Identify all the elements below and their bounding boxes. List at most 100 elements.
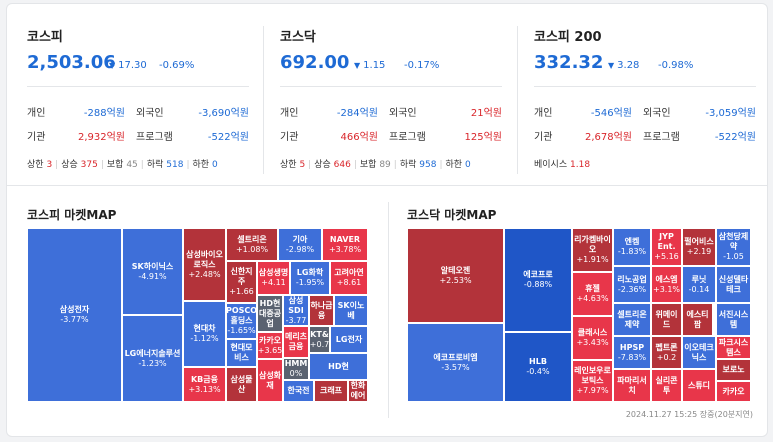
stock-name: NAVER (329, 234, 361, 244)
treemap-cell[interactable]: KT& +0.7 (309, 326, 330, 353)
treemap-cell[interactable]: 현대모비스 (226, 339, 257, 367)
market-breadth: 베이시스 1.18 (534, 157, 590, 170)
triangle-down-icon: ▼ (109, 61, 116, 70)
investor-label: 개인 (280, 108, 299, 119)
treemap-cell[interactable]: 에코프로비엠 -3.57% (407, 323, 504, 402)
treemap-cell[interactable]: 삼성물산 (226, 367, 257, 402)
treemap-cell[interactable]: 크래프 (314, 380, 348, 402)
treemap-cell[interactable]: 현대차 -1.12% (183, 301, 226, 367)
stock-change: -1.95% (295, 278, 325, 287)
kosdaq-panel[interactable]: 코스닥 692.00 ▼ 1.15 -0.17% 개인 -284억원 외국인 21억원 … (280, 8, 504, 184)
treemap-cell[interactable]: SK하이닉스 -4.91% (122, 228, 183, 315)
treemap-cell[interactable]: 서진시스템 (716, 303, 751, 336)
stock-change: +2.19 (686, 247, 712, 256)
change-amount: 1.15 (363, 60, 386, 71)
stock-name: 셀트리온 (237, 234, 267, 244)
stock-name: HPSP (619, 342, 645, 352)
investor-label: 외국인 (136, 108, 164, 119)
treemap-cell[interactable]: 메리츠금융 (283, 326, 309, 358)
treemap-cell[interactable]: 삼성전자 -3.77% (27, 228, 122, 402)
treemap-cell[interactable]: 셀트리온 +1.08% (226, 228, 278, 261)
treemap-cell[interactable]: 삼성생명 +4.11 (257, 261, 290, 295)
stock-name: 크래프 (319, 386, 343, 395)
breadth-value: 5 (299, 160, 306, 170)
stock-name: 현대차 (193, 324, 216, 333)
investor-label: 기관 (280, 132, 299, 143)
treemap-cell[interactable]: POSCO홀딩스 -1.65% (226, 303, 257, 339)
investor-label: 기관 (27, 132, 46, 143)
stock-change: -0.88% (523, 280, 553, 289)
stock-name: 리노공업 (617, 274, 647, 284)
treemap-cell[interactable]: 알테오젠 +2.53% (407, 228, 504, 323)
treemap-cell[interactable]: LG화학 -1.95% (290, 261, 330, 295)
stock-name: 카카오 (258, 335, 282, 345)
stock-name: 루닛 (691, 274, 707, 284)
treemap-cell[interactable]: 한국전 (283, 380, 314, 402)
breadth-label: 베이시스 (534, 160, 568, 170)
breadth-label: 하한 (192, 160, 210, 170)
treemap-cell[interactable]: 휴젤 +4.63% (572, 272, 613, 316)
treemap-cell[interactable]: 에스엠 +3.1% (651, 266, 682, 303)
treemap-cell[interactable]: 삼성SDI -3.77 (283, 295, 309, 326)
treemap-cell[interactable]: JYP Ent. +5.16 (651, 228, 682, 266)
treemap-cell[interactable]: 실리콘투 (651, 369, 682, 402)
treemap-cell[interactable]: 파마리서치 (613, 369, 651, 402)
treemap-cell[interactable]: KB금융 +3.13% (183, 367, 226, 402)
treemap-cell[interactable]: LG에너지솔루션 -1.23% (122, 315, 183, 402)
stock-name: JYP Ent. (657, 232, 676, 251)
treemap-cell[interactable]: 클래시스 +3.43% (572, 316, 613, 360)
treemap-cell[interactable]: 한화에어 (348, 380, 368, 402)
treemap-cell[interactable]: HMM 0% (283, 358, 309, 380)
treemap-cell[interactable]: 삼성바이오로직스 +2.48% (183, 228, 226, 301)
treemap-cell[interactable]: 엔켐 -1.83% (613, 228, 651, 266)
stock-name: 현대모비스 (230, 343, 253, 362)
stock-name: 에스엠 (655, 274, 678, 284)
treemap-cell[interactable]: 고려아연 +8.61 (330, 261, 368, 295)
treemap-cell[interactable]: 리가켐바이오 +1.91% (572, 228, 613, 272)
stock-name: HLB (529, 357, 547, 366)
treemap-cell[interactable]: 파크시스템스 (716, 336, 751, 359)
stock-change: -0.14 (688, 284, 710, 294)
treemap-cell[interactable]: 에코프로 -0.88% (504, 228, 572, 332)
stock-name: 고려아연 (334, 268, 364, 277)
treemap-cell[interactable]: 기아 -2.98% (278, 228, 322, 261)
treemap-cell[interactable]: NAVER +3.78% (322, 228, 368, 261)
stock-name: POSCO홀딩스 (226, 306, 257, 325)
stock-name: 삼성물산 (230, 374, 253, 394)
treemap-cell[interactable]: 삼성화재 (257, 359, 283, 402)
stock-change: +0.2 (656, 352, 677, 362)
treemap-cell[interactable]: HLB -0.4% (504, 332, 572, 402)
treemap-cell[interactable]: 신한지주 +1.66 (226, 261, 257, 303)
treemap-cell[interactable]: 스튜디 (682, 369, 716, 402)
treemap-cell[interactable]: HPSP -7.83% (613, 336, 651, 369)
treemap-cell[interactable]: 이오테크닉스 (682, 336, 716, 369)
treemap-cell[interactable]: SK이노베 (334, 295, 368, 326)
index-title: 코스피 200 (534, 30, 602, 45)
investor-row: 개인 -284억원 외국인 21억원 (280, 104, 502, 119)
treemap-cell[interactable]: 카카오 (716, 381, 751, 402)
treemap-cell[interactable]: 보로노 (716, 359, 751, 381)
treemap-cell[interactable]: 카카오 +3.65 (257, 332, 283, 359)
treemap-cell[interactable]: 펩트론 +0.2 (651, 336, 682, 369)
treemap-cell[interactable]: 셀트리온제약 (613, 303, 651, 336)
treemap-cell[interactable]: 위메이드 (651, 303, 682, 336)
treemap-cell[interactable]: 루닛 -0.14 (682, 266, 716, 303)
treemap-cell[interactable]: 레인보우로보틱스 +7.97% (572, 360, 613, 402)
kospi200-panel[interactable]: 코스피 200 332.32 ▼ 3.28 -0.98% 개인 -546억원 외국인 -… (534, 8, 758, 184)
treemap-cell[interactable]: 에스티팜 (682, 303, 713, 336)
treemap-cell[interactable]: HD현 (309, 353, 368, 380)
treemap-cell[interactable]: LG전자 (330, 326, 368, 353)
treemap-cell[interactable]: 펄어비스 +2.19 (682, 228, 716, 266)
investor-value: -522억원 (207, 132, 249, 143)
treemap-cell[interactable]: 삼천당제약 -1.05 (716, 228, 751, 266)
treemap-cell[interactable]: 신성델타테크 (716, 266, 751, 303)
separator: | (393, 160, 397, 170)
stock-name: 신한지주 (230, 267, 253, 286)
kospi-panel[interactable]: 코스피 2,503.06 ▼ 17.30 -0.69% 개인 -288억원 외국인 -3… (27, 8, 251, 184)
breadth-label: 상한 (27, 160, 44, 170)
stock-name: LG전자 (335, 334, 363, 344)
change-percent: -0.17% (404, 60, 440, 71)
treemap-cell[interactable]: 리노공업 -2.36% (613, 266, 651, 303)
treemap-cell[interactable]: 하나금융 (309, 295, 334, 326)
treemap-cell[interactable]: HD현대중공업 (257, 295, 283, 332)
